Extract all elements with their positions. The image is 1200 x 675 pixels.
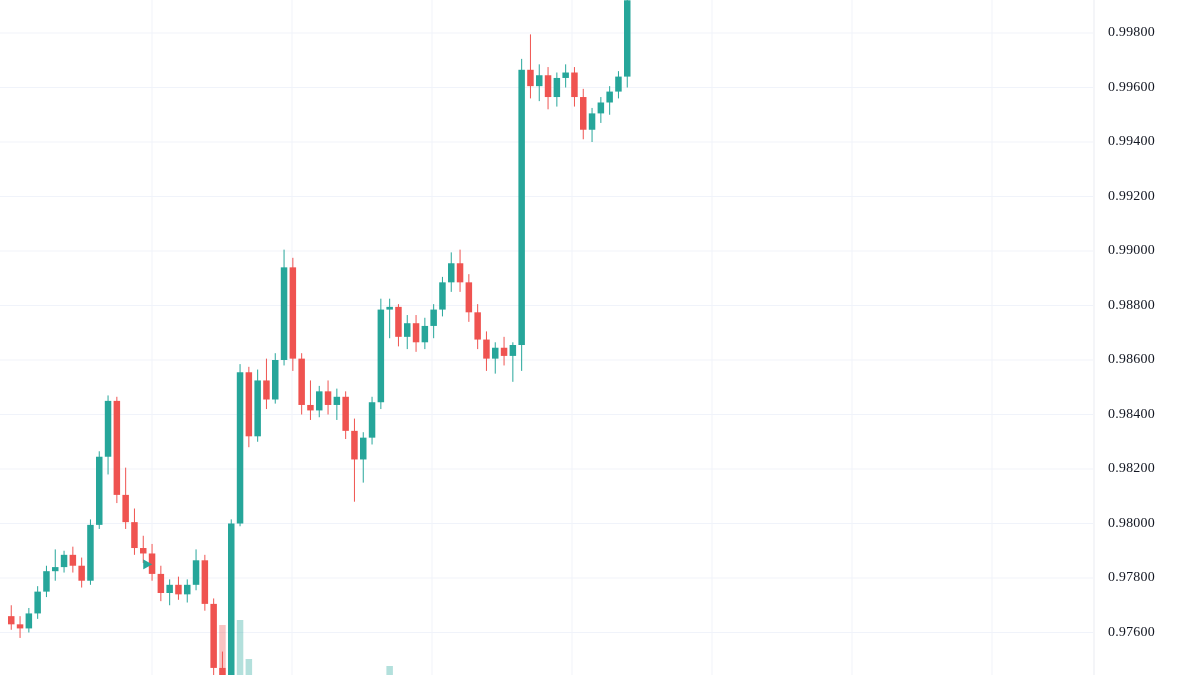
candle-body bbox=[157, 573, 165, 593]
candle-body bbox=[254, 380, 261, 437]
candle-body bbox=[175, 584, 182, 595]
grid-layer bbox=[0, 0, 1095, 675]
candle-body bbox=[518, 69, 525, 346]
candle-body bbox=[509, 345, 517, 356]
candle-body bbox=[87, 524, 94, 581]
candle-body bbox=[377, 309, 385, 403]
candle-body bbox=[360, 437, 367, 460]
volume-bar bbox=[386, 666, 393, 675]
candle-body bbox=[465, 282, 473, 313]
candle-body bbox=[588, 113, 596, 130]
candle-body bbox=[148, 553, 156, 574]
candle-body bbox=[439, 282, 446, 310]
candle-body bbox=[78, 565, 85, 581]
candle-body bbox=[280, 267, 288, 360]
volume-bar bbox=[219, 625, 226, 675]
candle-body bbox=[580, 97, 587, 130]
candle-body bbox=[272, 360, 279, 400]
candle-body bbox=[553, 77, 561, 98]
candle-body bbox=[104, 400, 112, 457]
candle-body bbox=[351, 430, 358, 460]
candle-body bbox=[597, 102, 605, 114]
candle-body bbox=[456, 263, 464, 283]
candle-body bbox=[166, 584, 173, 593]
candle-body bbox=[624, 0, 631, 77]
candle-body bbox=[192, 560, 200, 585]
candle-body bbox=[404, 323, 411, 337]
candle-body bbox=[606, 91, 613, 103]
candles-layer bbox=[8, 0, 631, 675]
candle-body bbox=[25, 613, 33, 629]
candle-body bbox=[544, 75, 552, 98]
trade-arrow-marker[interactable] bbox=[143, 559, 153, 570]
candle-body bbox=[342, 396, 349, 431]
candle-body bbox=[236, 372, 244, 524]
candle-body bbox=[219, 667, 226, 675]
candle-body bbox=[52, 567, 59, 572]
candle-body bbox=[316, 391, 323, 411]
candle-body bbox=[34, 591, 41, 614]
volume-layer bbox=[219, 607, 393, 675]
candle-body bbox=[96, 456, 103, 525]
candle-body bbox=[571, 72, 578, 98]
candle-body bbox=[492, 347, 499, 359]
candle-body bbox=[289, 267, 297, 359]
candle-body bbox=[131, 522, 138, 549]
candle-body bbox=[16, 624, 24, 629]
candle-body bbox=[228, 523, 235, 675]
candle-body bbox=[140, 548, 147, 554]
candle-body bbox=[307, 404, 314, 411]
candle-body bbox=[412, 323, 420, 343]
candle-body bbox=[562, 72, 569, 78]
candle-body bbox=[527, 69, 534, 87]
candle-body bbox=[333, 396, 341, 405]
volume-bar bbox=[236, 620, 244, 675]
candle-body bbox=[201, 560, 209, 604]
candle-body bbox=[263, 380, 270, 400]
candle-body bbox=[536, 75, 543, 87]
candle-body bbox=[43, 571, 50, 592]
candle-body bbox=[210, 603, 217, 668]
candle-body bbox=[448, 263, 455, 283]
candle-body bbox=[615, 76, 622, 92]
candle-body bbox=[395, 306, 402, 337]
candle-body bbox=[69, 554, 77, 566]
candle-body bbox=[474, 312, 481, 340]
candle-body bbox=[421, 325, 429, 343]
candle-body bbox=[245, 372, 253, 437]
volume-bar bbox=[245, 659, 253, 675]
candle-body bbox=[60, 554, 68, 568]
candle-body bbox=[184, 584, 191, 595]
candle-body bbox=[500, 347, 508, 356]
candle-body bbox=[113, 400, 121, 495]
candle-body bbox=[122, 494, 129, 523]
candle-body bbox=[324, 391, 332, 405]
candle-body bbox=[298, 358, 305, 405]
candle-body bbox=[430, 309, 437, 326]
candle-body bbox=[483, 339, 490, 359]
candle-body bbox=[386, 306, 393, 310]
candle-body bbox=[368, 402, 376, 438]
candle-body bbox=[8, 616, 15, 625]
